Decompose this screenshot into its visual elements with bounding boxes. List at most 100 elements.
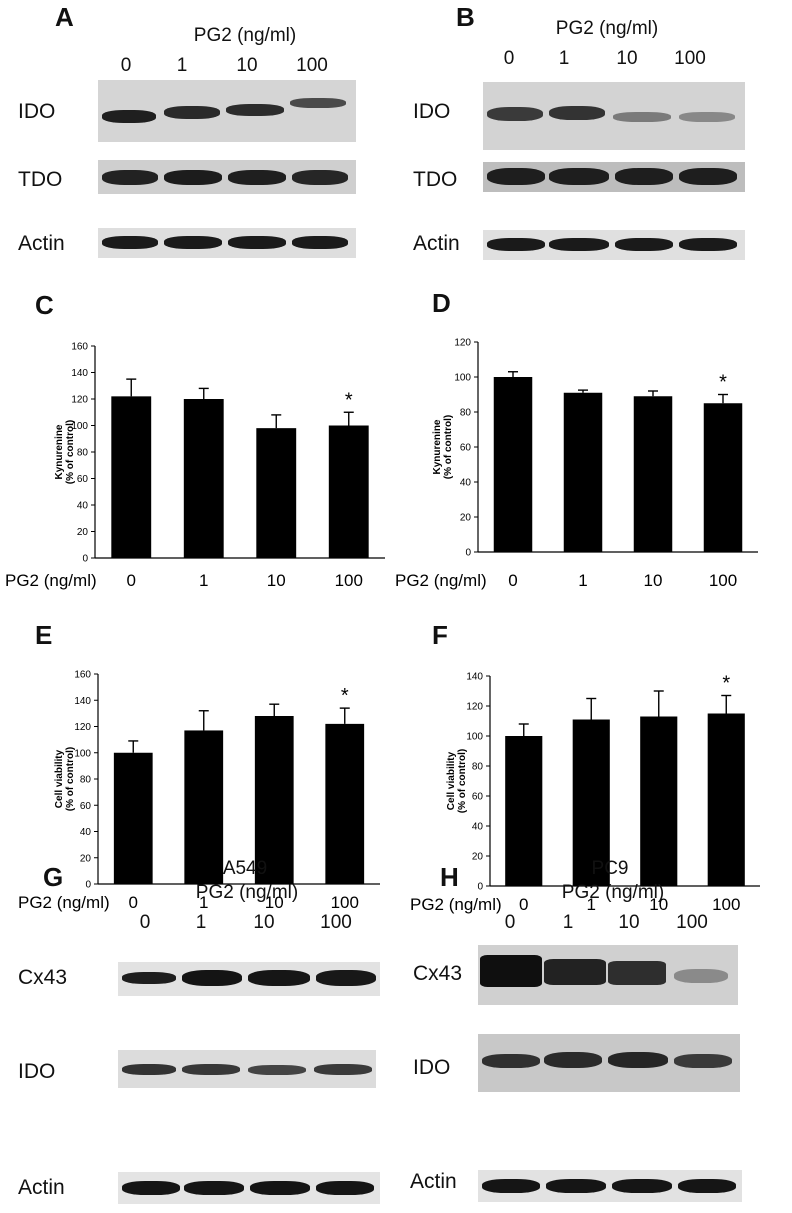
blot-band [544,1052,602,1068]
bar [254,716,294,884]
bar [183,399,224,558]
bar [256,428,297,558]
blot-b-actin-strip [483,230,745,260]
blot-band [228,236,286,249]
blot-g-cx43-strip [118,962,380,996]
blot-h-lane-1: 1 [562,912,574,933]
blot-h-cx43-strip [478,945,738,1005]
bar [111,396,152,558]
x-category-label: 0 [127,571,136,590]
y-tick-label: 120 [71,395,88,406]
bar [633,396,673,552]
y-tick-label: 160 [71,342,88,353]
blot-band [487,107,543,121]
blot-band [184,1181,244,1195]
blot-g-row-cx43: Cx43 [18,966,68,989]
blot-band [608,1052,668,1068]
blot-band [480,955,542,987]
blot-band [102,170,158,185]
x-category-label: 1 [578,571,587,590]
blot-a-row-actin: Actin [18,232,65,255]
y-tick-label: 100 [71,421,88,432]
y-tick-label: 0 [85,880,91,891]
x-axis-label: PG2 (ng/ml) [395,571,487,590]
y-tick-label: 60 [460,443,472,454]
blot-band [290,98,346,108]
y-tick-label: 0 [465,548,471,559]
blot-g-ido-strip [118,1050,376,1088]
blot-a-lane-3: 100 [296,55,328,76]
panel-letter-e: E [35,620,53,650]
blot-g-lane-2: 10 [253,912,275,933]
blot-g-row-actin: Actin [18,1176,65,1199]
blot-band [679,238,737,251]
panel-letter-h: H [440,862,459,892]
y-axis-label: Cell viability [446,751,457,810]
blot-a-tdo-strip [98,160,356,194]
blot-a-lane-0: 0 [120,55,132,76]
bar [572,719,610,886]
blot-band [612,1179,672,1193]
blot-band [482,1054,540,1068]
y-tick-label: 40 [80,827,92,838]
y-axis-label-units: (% of control) [65,747,76,811]
blot-band [678,1179,736,1193]
bar [640,716,678,886]
y-tick-label: 20 [460,513,472,524]
y-axis-label: Cell viability [54,749,65,808]
y-tick-label: 80 [80,775,92,786]
blot-a-title: PG2 (ng/ml) [193,25,297,46]
blot-band [226,104,284,116]
blot-band [228,170,286,185]
blot-band [679,112,735,122]
significance-marker: * [341,685,349,707]
blot-band [250,1181,310,1195]
blot-b-ido-strip [483,82,745,150]
blot-band [122,1181,180,1195]
y-axis-label-units: (% of control) [443,415,454,479]
blot-g-lane-0: 0 [139,912,151,933]
x-axis-label: PG2 (ng/ml) [410,895,502,914]
y-tick-label: 140 [466,672,483,683]
blot-band [608,961,666,985]
bar [328,425,369,558]
y-tick-label: 80 [472,762,484,773]
x-category-label: 1 [199,893,208,912]
blot-g-cell-line: A549 [222,858,268,879]
bar [184,730,224,884]
blot-a-lane-1: 1 [176,55,188,76]
blot-h-title: PG2 (ng/ml) [561,882,665,903]
blot-a-ido-strip [98,80,356,142]
blot-band [182,970,242,986]
blot-h-row-ido: IDO [413,1056,451,1079]
x-category-label: 10 [265,893,284,912]
y-tick-label: 60 [80,801,92,812]
blot-b-lane-2: 10 [616,48,638,69]
blot-band [164,170,222,185]
bar [703,403,743,552]
panel-letter-d: D [432,288,451,318]
bar [113,752,153,884]
blot-g-actin-strip [118,1172,380,1204]
y-tick-label: 120 [74,722,91,733]
y-tick-label: 120 [466,702,483,713]
y-tick-label: 100 [74,748,91,759]
blot-band [487,238,545,251]
bar [493,377,533,552]
bar [707,713,745,886]
y-axis-label: Kynurenine [54,424,65,479]
x-category-label: 1 [587,895,596,914]
x-category-label: 10 [267,571,286,590]
x-category-label: 0 [508,571,517,590]
significance-marker: * [719,372,727,394]
panel-letter-a: A [55,2,74,32]
significance-marker: * [722,673,730,695]
blot-b-tdo-strip [483,162,745,192]
y-tick-label: 100 [466,732,483,743]
blot-a-lane-2: 10 [236,55,258,76]
blot-b-row-tdo: TDO [413,168,458,191]
